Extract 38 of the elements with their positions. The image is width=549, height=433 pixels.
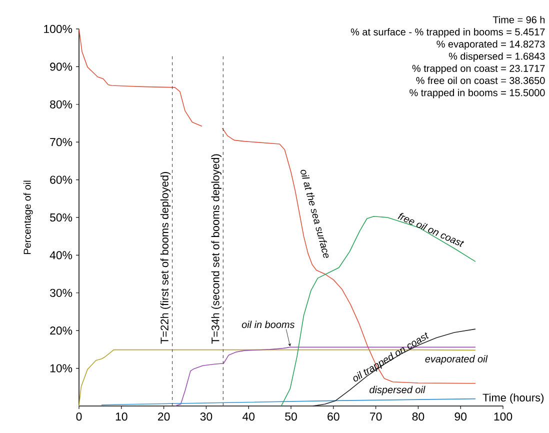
x-tick-label: 50: [285, 412, 297, 421]
y-tick-label: 80%: [50, 100, 72, 108]
y-axis-title: Percentage of oil: [23, 180, 33, 254]
text: Time = 96 h: [492, 16, 545, 24]
annotation: evaporated oil: [425, 355, 488, 364]
annotation: % trapped in booms = 15.5000: [410, 88, 545, 98]
ref-line-label: T=22h (first set of booms deployed): [160, 172, 171, 344]
annotation: oil at the sea surface: [300, 170, 329, 258]
y-tick-label: 60%: [50, 176, 72, 184]
x-tick-label: 0: [76, 412, 82, 421]
x-tick-label: 90: [454, 412, 467, 421]
x-tick-label: 60: [328, 412, 340, 421]
ref-line-label: T=34h (second set of booms deployed): [211, 154, 222, 344]
y-tick-label: 30%: [50, 288, 72, 297]
annotation: % trapped on coast = 23.1717: [412, 64, 545, 74]
line-series: [312, 328, 476, 406]
x-tick-label: 20: [158, 412, 170, 421]
annotation: free oil on coast: [398, 212, 464, 247]
annotation: % free oil on coast = 38.3650: [416, 76, 545, 84]
annotation: % dispersed = 1.6843: [448, 52, 545, 62]
y-tick-label: 40%: [50, 251, 72, 260]
x-tick-label: 80: [412, 412, 424, 421]
annotation: % at surface - % trapped in booms = 5.4517: [350, 28, 545, 38]
y-tick-label: 100%: [44, 24, 72, 34]
annotation: dispersed oil: [370, 386, 426, 396]
y-tick-label: 90%: [50, 62, 72, 71]
x-tick-label: 70: [370, 412, 382, 421]
annotation: % evaporated = 14.8273: [436, 40, 545, 50]
y-tick-label: 20%: [50, 326, 72, 335]
x-tick-label: 100: [494, 412, 512, 421]
y-tick-label: 70%: [50, 138, 72, 146]
x-tick-label: 30: [200, 412, 212, 421]
x-tick-label: 10: [116, 412, 128, 421]
y-tick-label: 50%: [50, 213, 72, 222]
annotation: oil in booms: [242, 320, 295, 328]
y-tick-label: 10%: [50, 364, 72, 372]
x-tick-label: 40: [242, 412, 255, 421]
x-axis-title: Time (hours): [482, 393, 544, 404]
